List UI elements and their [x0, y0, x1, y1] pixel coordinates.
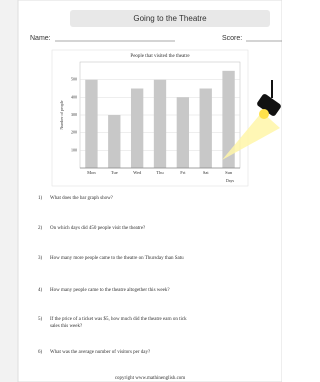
bar — [177, 97, 189, 168]
question-number: 1) — [38, 196, 43, 201]
question-text: If the price of a ticket was $5, how muc… — [50, 317, 187, 322]
question-number: 5) — [38, 317, 43, 322]
lamp-lens — [259, 109, 269, 119]
y-axis-label: Number of people — [59, 100, 64, 129]
question-text: What was the average number of visitors … — [50, 350, 151, 355]
y-tick-label: 500 — [71, 77, 77, 82]
x-tick-label: Thu — [156, 170, 164, 175]
y-tick-label: 100 — [71, 147, 77, 152]
title: Going to the Theatre — [133, 14, 207, 23]
bar — [131, 89, 143, 169]
question-number: 3) — [38, 256, 43, 261]
score-label: Score: — [222, 35, 242, 42]
question-number: 2) — [38, 226, 43, 231]
y-tick-label: 400 — [71, 94, 77, 99]
bar — [85, 80, 97, 168]
chart: People that visited the theatre 100 200 300… — [59, 54, 240, 183]
x-tick-label: Wed — [133, 170, 142, 175]
question-text: What does the bar graph show? — [50, 196, 114, 201]
y-tick-label: 300 — [71, 112, 77, 117]
y-tick-label: 200 — [71, 130, 77, 135]
question-text: How many more people came to the theatre… — [50, 256, 184, 261]
chart-title: People that visited the theatre — [130, 54, 190, 59]
name-label: Name: — [30, 35, 51, 42]
worksheet: Going to the Theatre Name: Score: People… — [0, 0, 282, 382]
x-tick-label: Tue — [111, 170, 118, 175]
question-number: 6) — [38, 350, 43, 355]
x-tick-label: Sun — [225, 170, 233, 175]
bar — [108, 115, 120, 168]
x-tick-label: Sat — [203, 170, 210, 175]
x-tick-label: Mon — [87, 170, 96, 175]
footer: copyright www.mathinenglish.com — [115, 376, 185, 381]
x-axis-label: Days — [226, 178, 235, 183]
question-text: sales this week? — [50, 324, 83, 329]
question-text: On which days did 450 people visit the t… — [50, 226, 146, 231]
page: {"header": {"title": "Going to the Theat… — [0, 0, 282, 382]
bar — [200, 89, 212, 169]
question-text: How many people came to the theatre alto… — [50, 288, 170, 293]
question-number: 4) — [38, 288, 43, 293]
x-tick-label: Fri — [180, 170, 186, 175]
bar — [154, 80, 166, 168]
